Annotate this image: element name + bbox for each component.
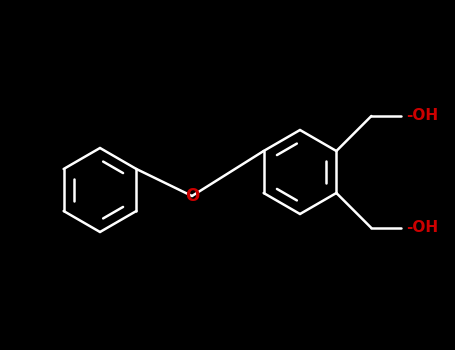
Text: O: O [185,187,199,205]
Text: -OH: -OH [406,108,439,124]
Text: -OH: -OH [406,220,439,236]
